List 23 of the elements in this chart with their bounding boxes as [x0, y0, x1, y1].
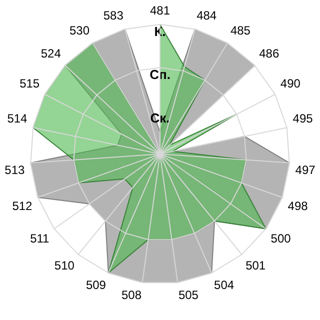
spoke-label: 484 — [196, 8, 217, 23]
spoke-label: 500 — [270, 232, 292, 246]
spoke-label: 530 — [70, 23, 90, 38]
spoke-label: 583 — [103, 8, 124, 23]
spoke-label: 510 — [54, 258, 75, 273]
spoke-label: 486 — [259, 46, 280, 61]
spoke-label: 485 — [230, 23, 251, 38]
spoke-label: 515 — [20, 76, 40, 91]
spoke-label: 508 — [122, 288, 142, 302]
spoke-label: 509 — [86, 278, 106, 292]
spoke-label: 524 — [40, 46, 62, 61]
spoke-label: 513 — [4, 162, 26, 177]
spoke-label: 490 — [280, 76, 301, 91]
spoke-label: 498 — [288, 198, 308, 213]
spoke-label: 505 — [178, 288, 199, 302]
spoke-label: 504 — [214, 278, 234, 292]
spoke-label: 481 — [150, 4, 170, 18]
spoke-label: 511 — [30, 232, 50, 246]
spoke-label: 512 — [12, 198, 33, 213]
spoke-label: 501 — [246, 258, 266, 273]
spoke-label: 495 — [292, 112, 314, 126]
spoke-label: 514 — [7, 112, 28, 126]
spoke-label: 497 — [295, 162, 316, 177]
